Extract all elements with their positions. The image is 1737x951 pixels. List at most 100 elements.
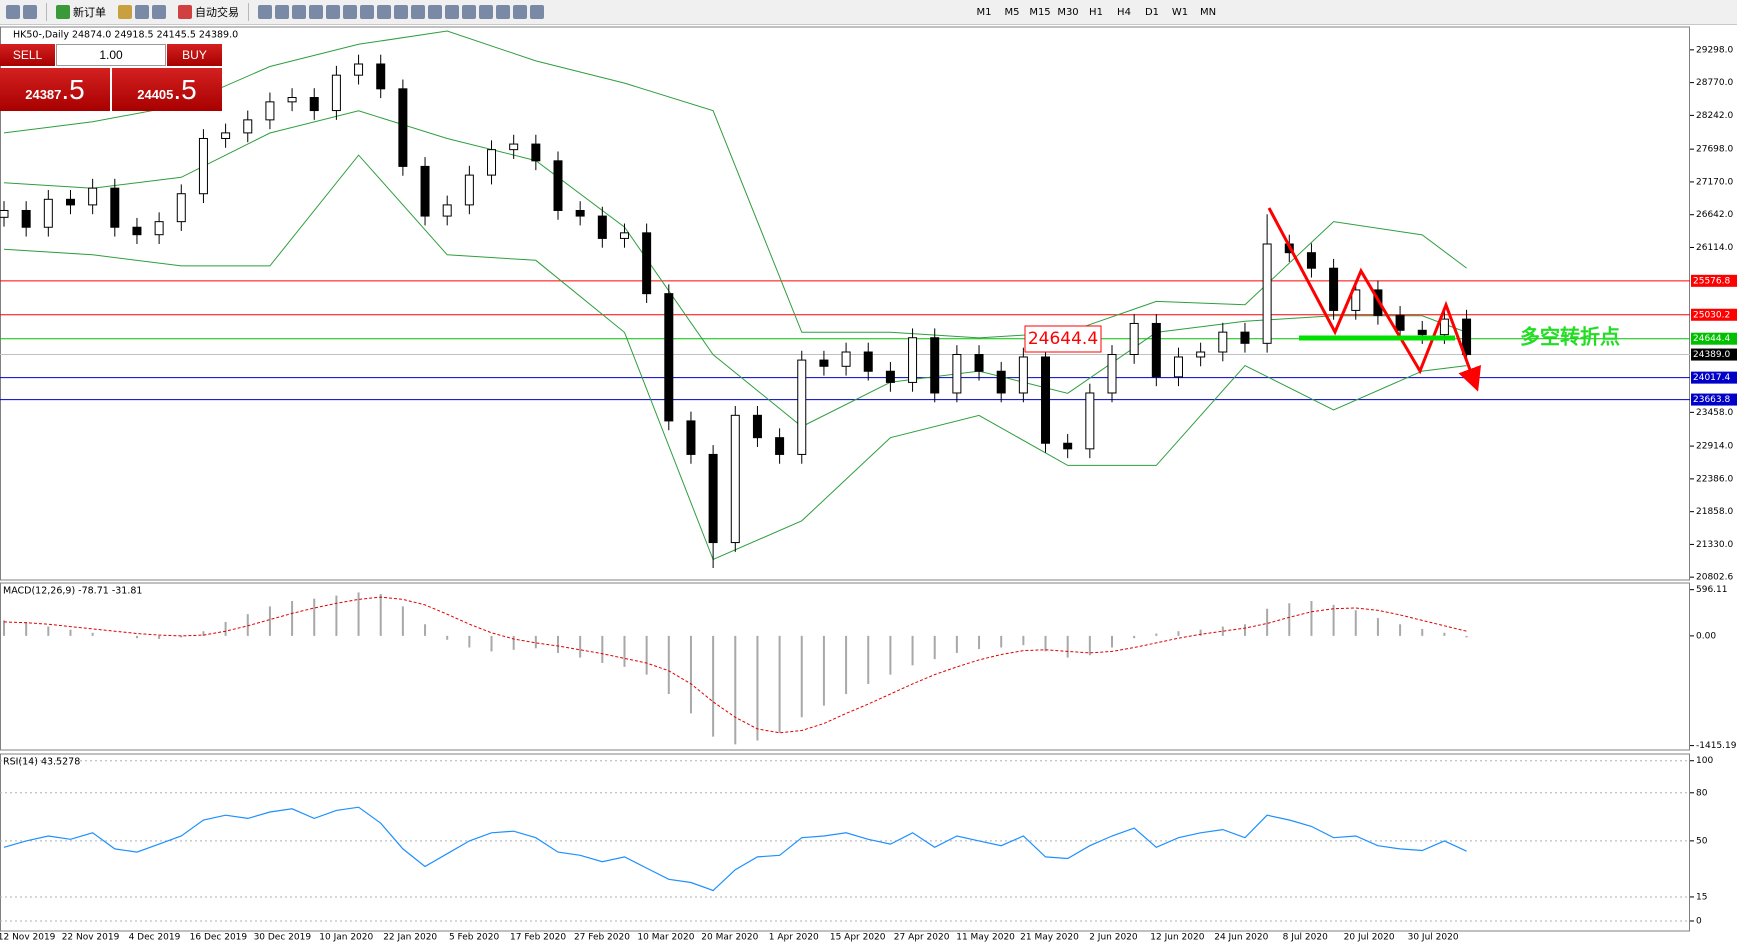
bid-price[interactable]: 24387.5: [0, 68, 110, 111]
candle-body: [132, 226, 142, 236]
candle-body: [1151, 322, 1161, 378]
level-label: 24017.4: [1693, 373, 1730, 383]
lots-value: 1.00: [99, 48, 123, 62]
y-tick-label: 21858.0: [1696, 507, 1733, 517]
y-tick-label: 28770.0: [1696, 78, 1733, 88]
buy-label: BUY: [182, 48, 207, 62]
auto-trading-button[interactable]: 自动交易: [172, 2, 245, 22]
candle-body: [597, 215, 607, 239]
buy-button[interactable]: BUY: [167, 44, 222, 66]
y-tick-label: 27698.0: [1696, 145, 1733, 155]
y-tick-label: 22386.0: [1696, 474, 1733, 484]
x-tick-label: 22 Nov 2019: [62, 933, 120, 943]
x-tick-label: 11 May 2020: [956, 933, 1015, 943]
candle-body: [398, 88, 408, 167]
timeframe-button[interactable]: H4: [1117, 6, 1131, 18]
x-tick-label: 30 Jul 2020: [1408, 933, 1459, 943]
candle-body: [1218, 331, 1228, 353]
candle-body: [509, 143, 519, 151]
x-tick-label: 12 Nov 2019: [0, 933, 56, 943]
x-tick-label: 30 Dec 2019: [254, 933, 312, 943]
y-tick-label: 26114.0: [1696, 243, 1733, 253]
candle-body: [198, 137, 208, 195]
candle-body: [930, 337, 940, 394]
level-label: 24644.4: [1693, 334, 1730, 344]
ask-main: 24405: [137, 87, 174, 102]
timeframe-button[interactable]: H1: [1089, 6, 1103, 18]
level-tag: [1691, 371, 1737, 384]
candle-body: [154, 221, 164, 236]
macd-signal: [3, 596, 1467, 734]
auto-trading-label: 自动交易: [195, 6, 239, 19]
candle-body: [221, 132, 231, 139]
candle-body: [309, 97, 319, 112]
candle-body: [752, 414, 762, 439]
candle-body: [331, 74, 341, 112]
y-tick-label: 22914.0: [1696, 442, 1733, 452]
x-tick-label: 5 Feb 2020: [449, 933, 500, 943]
x-tick-label: 4 Dec 2019: [129, 933, 181, 943]
toolbar: 新订单 自动交易 M1 M5 M15 M30 H1 H4 D1 W1 MN: [0, 0, 1737, 25]
level-tag: [1691, 332, 1737, 345]
macd-panel: [0, 582, 1690, 751]
candle-body: [974, 353, 984, 372]
bollinger-middle: [3, 110, 1467, 428]
timeframe-button[interactable]: M5: [1004, 6, 1020, 18]
candle-body: [1439, 318, 1449, 336]
new-order-button[interactable]: 新订单: [50, 2, 112, 22]
sell-button[interactable]: SELL: [0, 44, 55, 66]
level-tag: [1691, 393, 1737, 406]
timeframe-button[interactable]: M15: [1029, 6, 1051, 18]
new-order-label: 新订单: [73, 6, 106, 19]
candle-body: [464, 174, 474, 206]
timeframe-button[interactable]: MN: [1199, 6, 1217, 18]
candle-body: [664, 293, 674, 422]
candle-body: [863, 351, 873, 372]
candle-body: [1240, 331, 1250, 344]
x-tick-label: 12 Jun 2020: [1150, 933, 1204, 943]
y-tick-label: 27170.0: [1696, 177, 1733, 187]
candle-body: [1462, 318, 1472, 356]
candle-body: [376, 63, 386, 90]
tool-icons[interactable]: [112, 2, 172, 22]
macd-title: MACD(12,26,9) -78.71 -31.81: [3, 586, 142, 597]
lots-input[interactable]: 1.00: [56, 44, 166, 66]
bid-main: 24387: [25, 87, 62, 102]
candle-body: [1395, 314, 1405, 331]
y-tick-label: 29298.0: [1696, 45, 1733, 55]
candle-body: [1107, 353, 1117, 394]
timeframe-button[interactable]: D1: [1144, 6, 1160, 18]
timeframe-button[interactable]: W1: [1171, 6, 1189, 18]
candle-body: [487, 149, 497, 176]
toolbar-icons[interactable]: [0, 2, 43, 22]
candle-body: [1085, 392, 1095, 450]
chart-tools[interactable]: [252, 2, 550, 22]
y-tick-label: 20802.6: [1696, 573, 1733, 583]
level-tag: [1691, 274, 1737, 287]
y-tick-label: 23458.0: [1696, 408, 1733, 418]
plot-layer: 29298.0 28770.0 28242.0 27698.0 27170.0 26642…: [0, 30, 1737, 943]
level-label: 25030.2: [1693, 310, 1730, 320]
trend-arrows: [1267, 207, 1482, 392]
x-tick-label: 22 Jan 2020: [383, 933, 437, 943]
bollinger-upper: [3, 30, 1467, 339]
ask-price[interactable]: 24405.5: [112, 68, 222, 111]
candle-body: [531, 143, 541, 162]
x-tick-label: 27 Apr 2020: [894, 933, 950, 943]
y-tick-label: 50: [1696, 836, 1708, 846]
main-panel: [0, 26, 1690, 581]
timeframe-button[interactable]: M30: [1057, 6, 1079, 18]
candle-body: [885, 370, 895, 383]
y-tick-label: 15: [1696, 892, 1707, 902]
y-tick-label: 0.00: [1696, 631, 1716, 641]
callout-box: [1024, 325, 1102, 353]
candle-body: [265, 101, 275, 121]
x-tick-label: 15 Apr 2020: [830, 933, 886, 943]
candle-body: [797, 359, 807, 455]
timeframes: M1 M5 M15 M30 H1 H4 D1 W1 MN: [970, 0, 1222, 24]
timeframe-button[interactable]: M1: [976, 6, 992, 18]
rsi-line: [3, 806, 1467, 892]
bid-pips: .5: [61, 74, 85, 105]
level-label: 25576.8: [1693, 276, 1730, 286]
